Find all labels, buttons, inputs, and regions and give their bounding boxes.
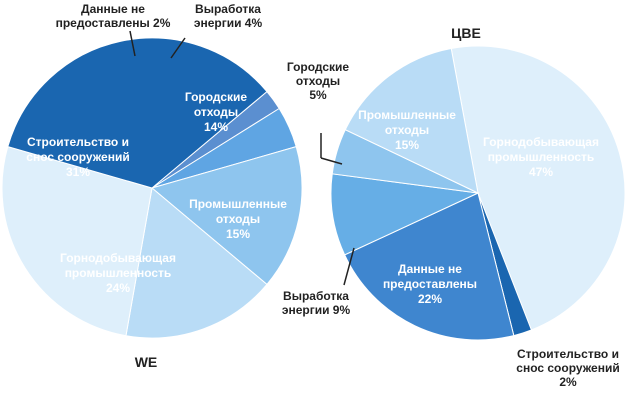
pie-slice-we-3 [125,187,268,339]
slice-label-line-we-0-0: Данные не [81,2,145,16]
slice-label-line-cve-5-1: отходы [385,123,429,137]
slice-label-line-we-4-0: Горнодобывающая [60,251,176,265]
slice-label-line-we-5-0: Строительство и [27,135,129,149]
slice-label-line-cve-1-2: 2% [559,375,577,389]
leader-line-cve-0 [343,247,355,286]
slice-label-line-cve-4-1: отходы [296,74,340,88]
pie-slice-cve-3 [330,173,480,256]
leader-line-cve-2 [320,157,343,165]
slice-label-line-cve-5-2: 15% [395,138,419,152]
chart-title-we: WE [135,354,158,370]
slice-label-line-we-3-2: 15% [226,227,250,241]
slice-label-we-4: Горнодобывающая промышленность 24% [60,251,176,295]
slice-label-cve-2: Данные не предоставлены 22% [383,262,477,306]
pie-slice-cve-0 [450,45,626,331]
slice-label-line-cve-4-0: Городские [287,60,350,74]
slice-label-line-we-3-1: отходы [216,212,260,226]
slice-label-cve-5: Промышленные отходы 15% [358,108,456,152]
slice-label-line-cve-3-1: энергии 9% [282,303,351,317]
pie-cve [330,45,626,341]
slice-label-line-cve-0-0: Горнодобывающая [483,135,599,149]
slice-label-line-we-2-0: Городские [185,90,248,104]
slice-label-we-5: Строительство и снос сооружений 31% [26,135,129,179]
pie-we [1,37,303,339]
pie-slice-we-5 [7,37,268,189]
slice-label-line-we-2-2: 14% [204,120,228,134]
pie-slice-cve-5 [344,47,479,194]
leader-line-we-0 [129,30,136,57]
slice-label-line-we-1-0: Выработка [195,2,261,16]
slice-label-line-cve-3-0: Выработка [283,289,349,303]
slice-label-line-we-0-1: предоставлены 2% [56,16,171,30]
slice-label-cve-3: Выработка энергии 9% [282,289,351,317]
pie-slice-we-4 [1,146,153,337]
pie-slice-we-2 [150,146,303,286]
slice-label-line-cve-2-2: 22% [418,292,442,306]
slice-label-line-we-4-2: 24% [106,281,130,295]
pie-slice-cve-2 [343,192,515,341]
slice-label-we-1: Выработка энергии 4% [194,2,263,30]
slice-label-line-cve-0-1: промышленность [488,150,595,164]
leader-line-we-1 [170,37,186,59]
slice-label-we-2: Городские отходы 14% [185,90,248,134]
slice-label-line-cve-2-1: предоставлены [383,277,477,291]
slice-label-cve-4: Городские отходы 5% [287,60,350,102]
slice-label-line-cve-0-2: 47% [529,165,553,179]
slice-label-we-3: Промышленные отходы 15% [189,197,287,241]
slice-label-line-we-2-1: отходы [194,105,238,119]
slice-label-line-we-5-2: 31% [66,165,90,179]
leader-lines [129,30,355,286]
slice-label-line-we-5-1: снос сооружений [26,150,129,164]
slice-label-line-we-1-1: энергии 4% [194,16,263,30]
slice-label-line-we-4-1: промышленность [65,266,172,280]
chart-title-cve: ЦВЕ [451,25,481,41]
slice-labels: Данные не предоставлены 2%Выработка энерги… [26,2,619,389]
slice-label-line-cve-1-0: Строительство и [517,347,619,361]
slice-label-line-cve-5-0: Промышленные [358,108,456,122]
slice-label-we-0: Данные не предоставлены 2% [56,2,171,30]
slice-label-line-cve-2-0: Данные не [398,262,462,276]
slice-label-cve-0: Горнодобывающая промышленность 47% [483,135,599,179]
slice-label-line-cve-1-1: снос сооружений [516,361,619,375]
slice-label-line-we-3-0: Промышленные [189,197,287,211]
slice-label-line-cve-4-2: 5% [309,88,327,102]
slice-label-cve-1: Строительство и снос сооружений 2% [516,347,619,389]
